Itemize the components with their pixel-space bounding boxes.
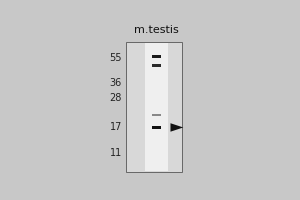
Text: 17: 17 [110,122,122,132]
Text: m.testis: m.testis [134,25,179,35]
Polygon shape [170,123,183,132]
FancyBboxPatch shape [152,55,161,58]
FancyBboxPatch shape [152,64,161,67]
FancyBboxPatch shape [126,42,182,172]
FancyBboxPatch shape [145,43,168,171]
Text: 28: 28 [110,93,122,103]
Text: 36: 36 [110,78,122,88]
FancyBboxPatch shape [152,126,161,129]
FancyBboxPatch shape [152,114,160,116]
Text: 55: 55 [110,53,122,63]
Text: 11: 11 [110,148,122,158]
